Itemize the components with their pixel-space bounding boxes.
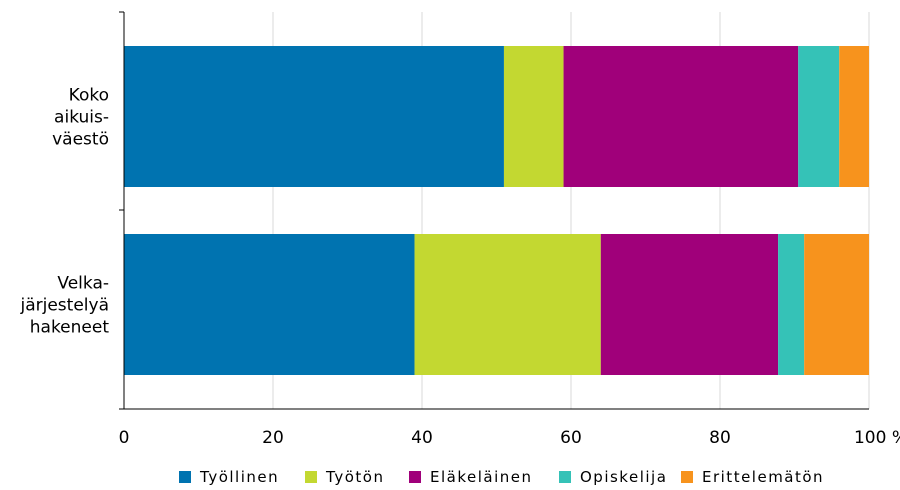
category-label-line: Koko: [69, 86, 109, 106]
category-label-line: väestö: [52, 130, 109, 150]
bar-segment-2-3: [600, 234, 779, 375]
legend-swatch: [559, 471, 571, 483]
bar-segment-2-4: [778, 234, 805, 375]
bars: [124, 46, 869, 375]
bar-segment-2-2: [414, 234, 601, 375]
legend-swatch: [409, 471, 421, 483]
bar-segment-1-3: [563, 46, 799, 187]
x-tick-label: 40: [411, 428, 433, 448]
bar-segment-2-5: [804, 234, 869, 375]
bar-segment-1-4: [798, 46, 840, 187]
x-tick-label: 60: [560, 428, 582, 448]
legend-label: Työllinen: [199, 468, 279, 486]
x-tick-label: 20: [262, 428, 284, 448]
category-label-line: Velka-: [57, 274, 109, 294]
x-tick-label: 100 %: [854, 428, 900, 448]
legend-swatch: [305, 471, 317, 483]
category-label-line: järjestelyä: [20, 296, 110, 316]
legend-label: Opiskelija: [580, 468, 667, 486]
x-tick-label: 0: [119, 428, 130, 448]
legend-label: Eläkeläinen: [430, 468, 533, 486]
category-label-line: hakeneet: [30, 318, 110, 338]
x-tick-label: 80: [709, 428, 731, 448]
legend-swatch: [179, 471, 191, 483]
x-tick-labels: 0 20 40 60 80 100 %: [119, 428, 900, 448]
category-label-line: aikuis-: [54, 108, 109, 128]
legend-label: Erittelemätön: [702, 468, 824, 486]
axes: [119, 11, 869, 410]
bar-segment-1-2: [503, 46, 564, 187]
bar-segment-1-5: [839, 46, 869, 187]
legend-swatch: [681, 471, 693, 483]
legend-label: Työtön: [325, 468, 384, 486]
bar-segment-2-1: [124, 234, 415, 375]
legend: Työllinen Työtön Eläkeläinen Opiskelija Erit…: [179, 468, 824, 486]
bar-segment-1-1: [124, 46, 504, 187]
